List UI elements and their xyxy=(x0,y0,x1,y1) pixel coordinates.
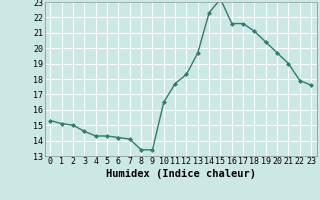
X-axis label: Humidex (Indice chaleur): Humidex (Indice chaleur) xyxy=(106,169,256,179)
